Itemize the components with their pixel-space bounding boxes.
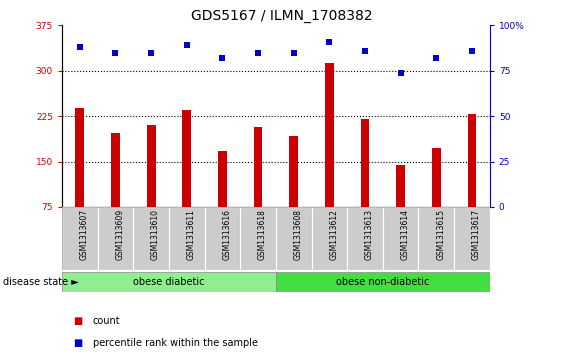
Text: obese diabetic: obese diabetic: [133, 277, 204, 287]
Point: [467, 48, 476, 54]
Bar: [347, 207, 383, 270]
Bar: [383, 207, 418, 270]
Text: GDS5167 / ILMN_1708382: GDS5167 / ILMN_1708382: [191, 9, 372, 23]
Text: percentile rank within the sample: percentile rank within the sample: [93, 338, 258, 348]
Bar: [467, 114, 476, 207]
Bar: [253, 127, 262, 207]
Bar: [289, 135, 298, 207]
Bar: [454, 207, 490, 270]
Text: GSM1313611: GSM1313611: [187, 209, 196, 260]
Text: GSM1313610: GSM1313610: [151, 209, 160, 260]
Point: [111, 50, 120, 56]
Bar: [111, 133, 120, 207]
Text: GSM1313618: GSM1313618: [258, 209, 267, 260]
Bar: [133, 207, 169, 270]
Text: obese non-diabetic: obese non-diabetic: [336, 277, 430, 287]
Point: [432, 55, 441, 61]
Text: disease state ►: disease state ►: [3, 277, 79, 287]
Bar: [97, 207, 133, 270]
Bar: [146, 125, 155, 207]
Bar: [218, 151, 227, 207]
Point: [360, 48, 369, 54]
Bar: [396, 164, 405, 207]
Bar: [360, 119, 369, 207]
Point: [182, 42, 191, 48]
Bar: [432, 148, 441, 207]
Text: GSM1313607: GSM1313607: [80, 209, 89, 260]
Bar: [240, 207, 276, 270]
Text: ■: ■: [73, 316, 82, 326]
Text: GSM1313615: GSM1313615: [436, 209, 445, 260]
Text: GSM1313612: GSM1313612: [329, 209, 338, 260]
Bar: [276, 272, 490, 292]
Bar: [418, 207, 454, 270]
Text: count: count: [93, 316, 120, 326]
Text: GSM1313614: GSM1313614: [401, 209, 410, 260]
Point: [75, 44, 84, 50]
Point: [253, 50, 262, 56]
Bar: [276, 207, 311, 270]
Point: [396, 70, 405, 76]
Text: ■: ■: [73, 338, 82, 348]
Point: [146, 50, 155, 56]
Bar: [204, 207, 240, 270]
Bar: [75, 108, 84, 207]
Point: [325, 39, 334, 45]
Bar: [62, 272, 276, 292]
Bar: [169, 207, 204, 270]
Text: GSM1313609: GSM1313609: [115, 209, 124, 260]
Text: GSM1313616: GSM1313616: [222, 209, 231, 260]
Text: GSM1313617: GSM1313617: [472, 209, 481, 260]
Bar: [62, 207, 97, 270]
Text: GSM1313608: GSM1313608: [294, 209, 303, 260]
Bar: [311, 207, 347, 270]
Text: GSM1313613: GSM1313613: [365, 209, 374, 260]
Point: [218, 55, 227, 61]
Bar: [182, 110, 191, 207]
Bar: [325, 63, 334, 207]
Point: [289, 50, 298, 56]
